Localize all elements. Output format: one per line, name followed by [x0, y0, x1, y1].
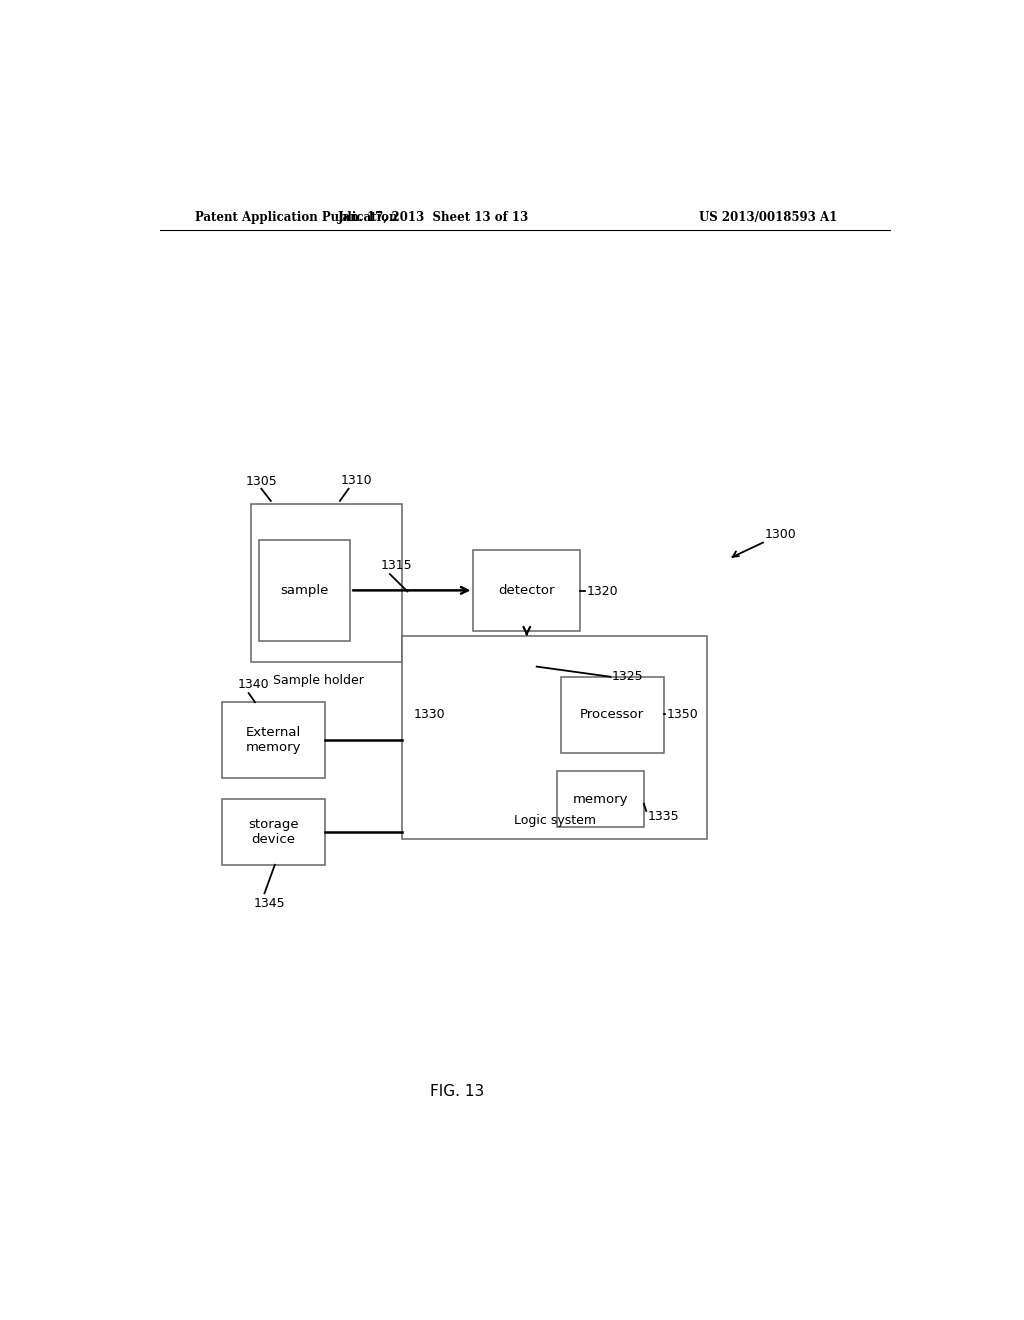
- Text: 1315: 1315: [380, 560, 412, 572]
- Text: 1310: 1310: [341, 474, 373, 487]
- Text: 1320: 1320: [587, 585, 618, 598]
- Bar: [251, 504, 401, 661]
- Text: 1325: 1325: [612, 671, 644, 684]
- Bar: [557, 771, 644, 828]
- Text: Jan. 17, 2013  Sheet 13 of 13: Jan. 17, 2013 Sheet 13 of 13: [338, 211, 529, 224]
- Text: Processor: Processor: [580, 709, 644, 721]
- Text: 1345: 1345: [253, 898, 285, 911]
- Text: FIG. 13: FIG. 13: [430, 1084, 484, 1100]
- Bar: [401, 636, 708, 840]
- Text: detector: detector: [499, 583, 555, 597]
- Text: Logic system: Logic system: [514, 814, 596, 828]
- Text: storage
device: storage device: [248, 818, 299, 846]
- Text: sample: sample: [281, 583, 329, 597]
- Bar: [560, 677, 664, 752]
- Text: External
memory: External memory: [246, 726, 301, 754]
- Text: Patent Application Publication: Patent Application Publication: [196, 211, 398, 224]
- Bar: [221, 799, 325, 865]
- Text: 1305: 1305: [246, 475, 278, 487]
- Bar: [259, 540, 350, 642]
- Text: 1335: 1335: [648, 809, 680, 822]
- Bar: [473, 549, 581, 631]
- Bar: [221, 702, 325, 779]
- Text: 1340: 1340: [238, 678, 269, 690]
- Text: US 2013/0018593 A1: US 2013/0018593 A1: [699, 211, 838, 224]
- Text: 1300: 1300: [765, 528, 797, 541]
- Text: Sample holder: Sample holder: [273, 673, 364, 686]
- Text: 1350: 1350: [667, 708, 698, 721]
- Text: memory: memory: [572, 793, 628, 805]
- Text: 1330: 1330: [414, 708, 445, 721]
